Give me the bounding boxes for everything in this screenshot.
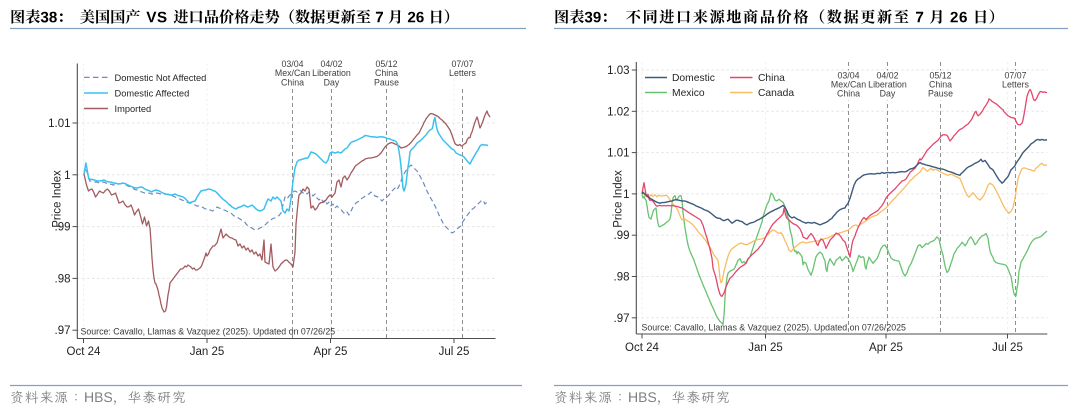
svg-text:Canada: Canada — [758, 88, 794, 99]
svg-text:Pause: Pause — [928, 89, 953, 99]
svg-text:Mexico: Mexico — [672, 88, 705, 99]
svg-text:07/07: 07/07 — [1004, 70, 1026, 80]
svg-text:Jul 25: Jul 25 — [439, 346, 470, 358]
svg-text:1.02: 1.02 — [607, 106, 629, 118]
svg-text:Mex/Can: Mex/Can — [275, 68, 310, 78]
svg-text:1: 1 — [623, 189, 629, 201]
svg-text:05/12: 05/12 — [375, 59, 397, 69]
svg-text:04/02: 04/02 — [876, 70, 898, 80]
svg-text:.97: .97 — [614, 313, 630, 325]
svg-text:Letters: Letters — [449, 68, 476, 78]
svg-text:Price Index: Price Index — [52, 170, 64, 228]
svg-text:Liberation: Liberation — [312, 68, 351, 78]
svg-text:Oct 24: Oct 24 — [625, 342, 659, 354]
svg-text:1.01: 1.01 — [48, 118, 70, 130]
svg-text:Jul 25: Jul 25 — [992, 342, 1023, 354]
svg-text:Oct 24: Oct 24 — [67, 346, 101, 358]
svg-text:Domestic: Domestic — [672, 73, 715, 84]
svg-text:.98: .98 — [614, 272, 630, 284]
svg-text:China: China — [375, 68, 398, 78]
svg-text:1.03: 1.03 — [607, 65, 629, 77]
svg-text:05/12: 05/12 — [929, 70, 951, 80]
svg-text:.97: .97 — [55, 325, 71, 337]
svg-text:China: China — [837, 89, 860, 99]
svg-text:Jan 25: Jan 25 — [748, 342, 783, 354]
svg-text:1.01: 1.01 — [607, 148, 629, 160]
svg-text:Letters: Letters — [1002, 80, 1029, 90]
svg-text:.98: .98 — [55, 273, 71, 285]
svg-text:Apr 25: Apr 25 — [314, 346, 348, 358]
svg-text:.99: .99 — [614, 230, 630, 242]
svg-text:Mex/Can: Mex/Can — [831, 80, 866, 90]
svg-text:Source: Cavallo, Llamas & Vazq: Source: Cavallo, Llamas & Vazquez (2025)… — [642, 323, 907, 333]
svg-text:Domestic Affected: Domestic Affected — [115, 88, 190, 98]
svg-text:Source: Cavallo, Llamas & Vazq: Source: Cavallo, Llamas & Vazquez (2025)… — [81, 327, 336, 337]
svg-text:China: China — [758, 73, 785, 84]
svg-text:03/04: 03/04 — [281, 59, 303, 69]
svg-text:Day: Day — [880, 89, 896, 99]
svg-text:Imported: Imported — [115, 104, 152, 114]
svg-text:Jan 25: Jan 25 — [190, 346, 225, 358]
svg-text:Domestic Not Affected: Domestic Not Affected — [115, 73, 207, 83]
svg-text:07/07: 07/07 — [451, 59, 473, 69]
svg-text:04/02: 04/02 — [320, 59, 342, 69]
svg-text:China: China — [929, 80, 952, 90]
svg-text:.99: .99 — [55, 222, 71, 234]
svg-text:Day: Day — [324, 77, 340, 87]
svg-text:China: China — [281, 77, 304, 87]
svg-text:Price Index: Price Index — [613, 170, 625, 228]
svg-text:Apr 25: Apr 25 — [869, 342, 903, 354]
svg-text:Pause: Pause — [374, 77, 399, 87]
svg-text:Liberation: Liberation — [868, 80, 907, 90]
svg-text:03/04: 03/04 — [837, 70, 859, 80]
svg-text:1: 1 — [64, 170, 70, 182]
